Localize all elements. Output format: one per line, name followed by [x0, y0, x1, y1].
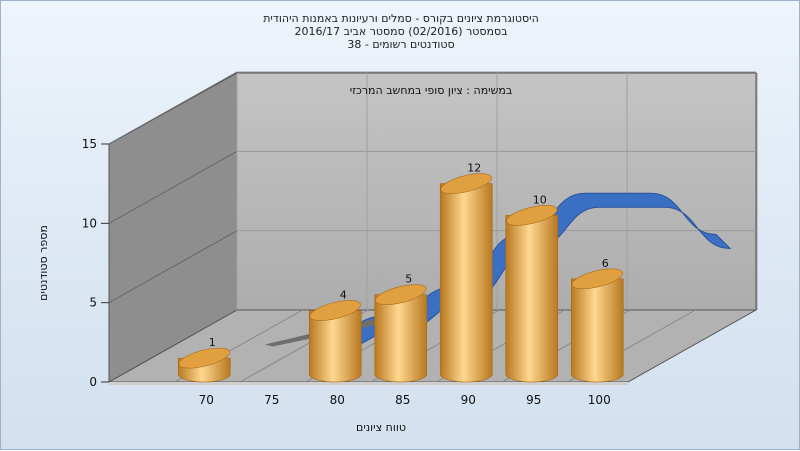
bar-value-label: 4 [340, 289, 347, 302]
bar-body [505, 215, 559, 383]
y-tick-label: 0 [89, 375, 97, 389]
bar-body [570, 278, 624, 383]
y-tick-label: 10 [82, 216, 97, 230]
bar-value-label: 12 [467, 162, 481, 175]
histogram-bar [177, 347, 231, 383]
bar-top-cap [178, 347, 230, 369]
histogram-bar [308, 300, 362, 383]
y-tick-label: 15 [82, 137, 97, 151]
bar-top-cap [375, 284, 427, 305]
bar-body [439, 183, 493, 383]
bar-value-label: 5 [405, 273, 412, 286]
x-tick-label: 85 [395, 393, 410, 407]
chart-title-line-1: היסטוגרמת ציונים בקורס - סמלים ורעיונות … [263, 12, 539, 25]
chart-title-line-3: סטודנטים רשומים - 38 [347, 38, 455, 51]
bar-top-cap [571, 268, 623, 290]
x-tick-label: 100 [588, 393, 611, 407]
bar-value-label: 10 [533, 193, 547, 206]
bar-top-cap [506, 205, 558, 226]
histogram-bar [570, 268, 624, 383]
bar-top-cap [309, 300, 361, 321]
chart-title-line-2: בסמסטר (02/2016) סמסטר אביב 2016/17 [294, 25, 508, 38]
bar-value-label: 1 [209, 336, 216, 349]
side-grid-line [108, 71, 238, 145]
x-axis-title: טווח ציונים [356, 421, 406, 434]
histogram-bar [439, 173, 493, 383]
bar-top-cap [440, 173, 492, 194]
chart-subtitle: במשימה : ציון סופי במחשב המרכזי [350, 84, 513, 97]
bar-body [374, 294, 428, 383]
x-tick-label: 95 [526, 393, 541, 407]
x-tick-label: 70 [199, 393, 214, 407]
floor-front-edge [109, 382, 628, 385]
histogram-bar [374, 284, 428, 383]
x-tick-label: 75 [264, 393, 279, 407]
y-tick-label: 5 [89, 296, 97, 310]
side-grid-line [108, 150, 238, 224]
bar-value-label: 6 [602, 257, 609, 270]
x-tick-label: 80 [330, 393, 345, 407]
histogram-bar [505, 205, 559, 383]
y-axis-title: מספר סטודנטים [37, 225, 50, 301]
side-grid-line [108, 230, 238, 304]
bar-body [308, 310, 362, 383]
x-tick-label: 90 [461, 393, 476, 407]
